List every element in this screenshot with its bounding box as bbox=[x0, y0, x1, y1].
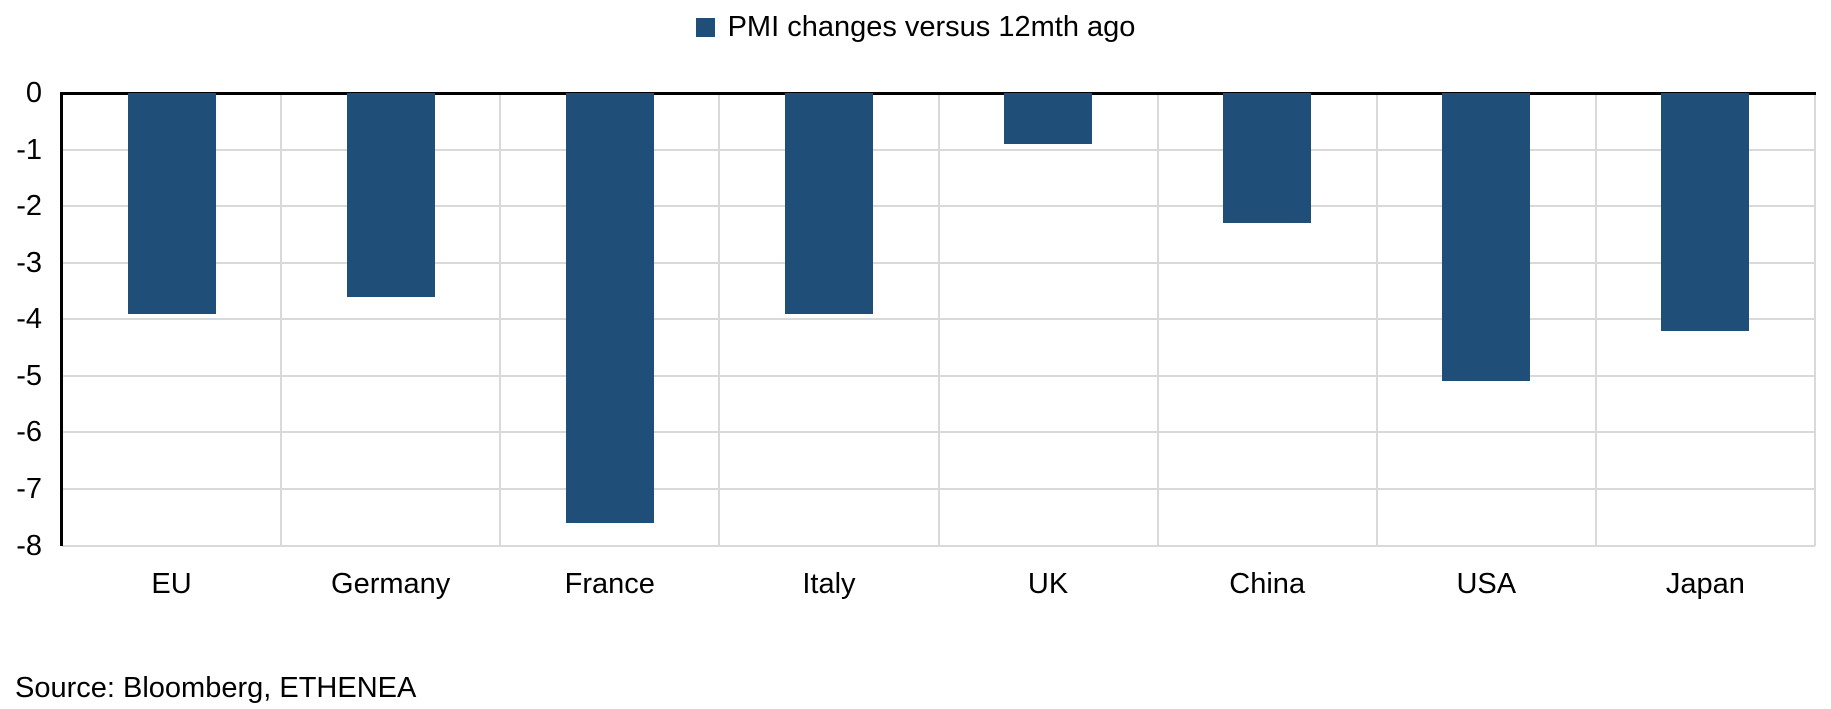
y-tick-label: -3 bbox=[16, 246, 42, 279]
y-tick-label: -5 bbox=[16, 359, 42, 392]
chart-legend: PMI changes versus 12mth ago bbox=[0, 11, 1831, 44]
y-tick-label: -4 bbox=[16, 303, 42, 336]
x-tick-label-eu: EU bbox=[151, 568, 192, 600]
y-tick-label: 0 bbox=[25, 77, 42, 109]
x-tick-label-japan: Japan bbox=[1665, 568, 1745, 600]
x-tick-label-germany: Germany bbox=[331, 568, 451, 600]
bar-france bbox=[565, 93, 654, 523]
v-gridline bbox=[1375, 93, 1378, 546]
v-gridline bbox=[1156, 93, 1159, 546]
bar-italy bbox=[784, 93, 873, 314]
bar-china bbox=[1223, 93, 1312, 224]
y-tick-label: -7 bbox=[16, 472, 42, 505]
y-tick-label: -6 bbox=[16, 416, 42, 449]
y-axis-line bbox=[60, 91, 63, 546]
v-gridline bbox=[937, 93, 940, 546]
v-gridline bbox=[718, 93, 721, 546]
v-gridline bbox=[1814, 93, 1816, 546]
h-gridline bbox=[62, 544, 1815, 547]
y-tick-label: -1 bbox=[16, 133, 42, 166]
v-gridline bbox=[499, 93, 502, 546]
y-tick-label: -8 bbox=[16, 529, 42, 562]
bar-japan bbox=[1661, 93, 1750, 331]
x-tick-label-china: China bbox=[1229, 568, 1306, 600]
source-note: Source: Bloomberg, ETHENEA bbox=[15, 672, 417, 704]
x-tick-label-france: France bbox=[564, 568, 655, 600]
v-gridline bbox=[1594, 93, 1597, 546]
bar-eu bbox=[127, 93, 216, 314]
x-tick-label-italy: Italy bbox=[802, 568, 856, 600]
bar-germany bbox=[346, 93, 435, 297]
bar-uk bbox=[1004, 93, 1093, 144]
zero-axis-line bbox=[60, 91, 1816, 95]
y-tick-label: -2 bbox=[16, 190, 42, 223]
v-gridline bbox=[280, 93, 283, 546]
x-tick-label-uk: UK bbox=[1027, 568, 1069, 600]
x-tick-label-usa: USA bbox=[1456, 568, 1517, 600]
legend-label: PMI changes versus 12mth ago bbox=[727, 11, 1136, 43]
legend-marker-square-icon bbox=[695, 18, 715, 38]
bar-usa bbox=[1442, 93, 1531, 382]
